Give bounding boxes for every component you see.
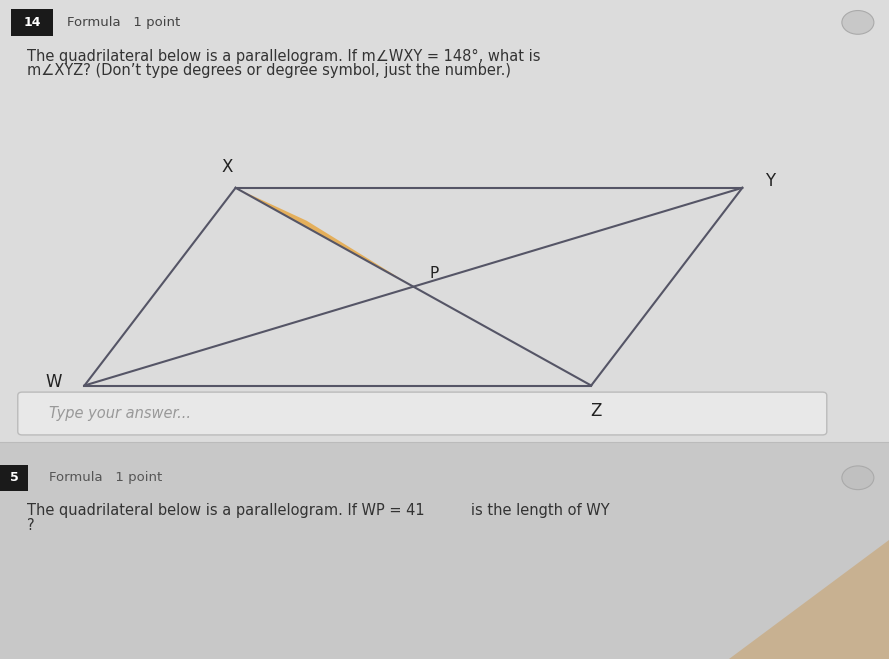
Text: Z: Z bbox=[590, 402, 601, 420]
Text: P: P bbox=[429, 266, 438, 281]
Text: Type your answer...: Type your answer... bbox=[49, 406, 191, 421]
Bar bbox=[0, 442, 889, 659]
FancyBboxPatch shape bbox=[18, 392, 827, 435]
Text: Y: Y bbox=[765, 172, 774, 190]
Text: W: W bbox=[45, 373, 62, 391]
Polygon shape bbox=[729, 540, 889, 659]
Text: The quadrilateral below is a parallelogram. If WP = 41          is the length of: The quadrilateral below is a parallelogr… bbox=[27, 503, 609, 518]
Text: X: X bbox=[221, 158, 232, 176]
Bar bbox=[11, 9, 53, 36]
Circle shape bbox=[842, 11, 874, 34]
Polygon shape bbox=[236, 188, 413, 287]
Bar bbox=[0, 0, 889, 442]
Circle shape bbox=[842, 466, 874, 490]
Text: The quadrilateral below is a parallelogram. If m∠WXY = 148°, what is: The quadrilateral below is a parallelogr… bbox=[27, 49, 541, 63]
Text: ?: ? bbox=[27, 518, 35, 532]
Text: 14: 14 bbox=[23, 16, 41, 29]
Text: Formula   1 point: Formula 1 point bbox=[49, 471, 162, 484]
Text: 5: 5 bbox=[10, 471, 19, 484]
Text: m∠XYZ? (Don’t type degrees or degree symbol, just the number.): m∠XYZ? (Don’t type degrees or degree sym… bbox=[27, 63, 510, 78]
Bar bbox=[0, 465, 28, 491]
Text: Formula   1 point: Formula 1 point bbox=[67, 16, 180, 29]
